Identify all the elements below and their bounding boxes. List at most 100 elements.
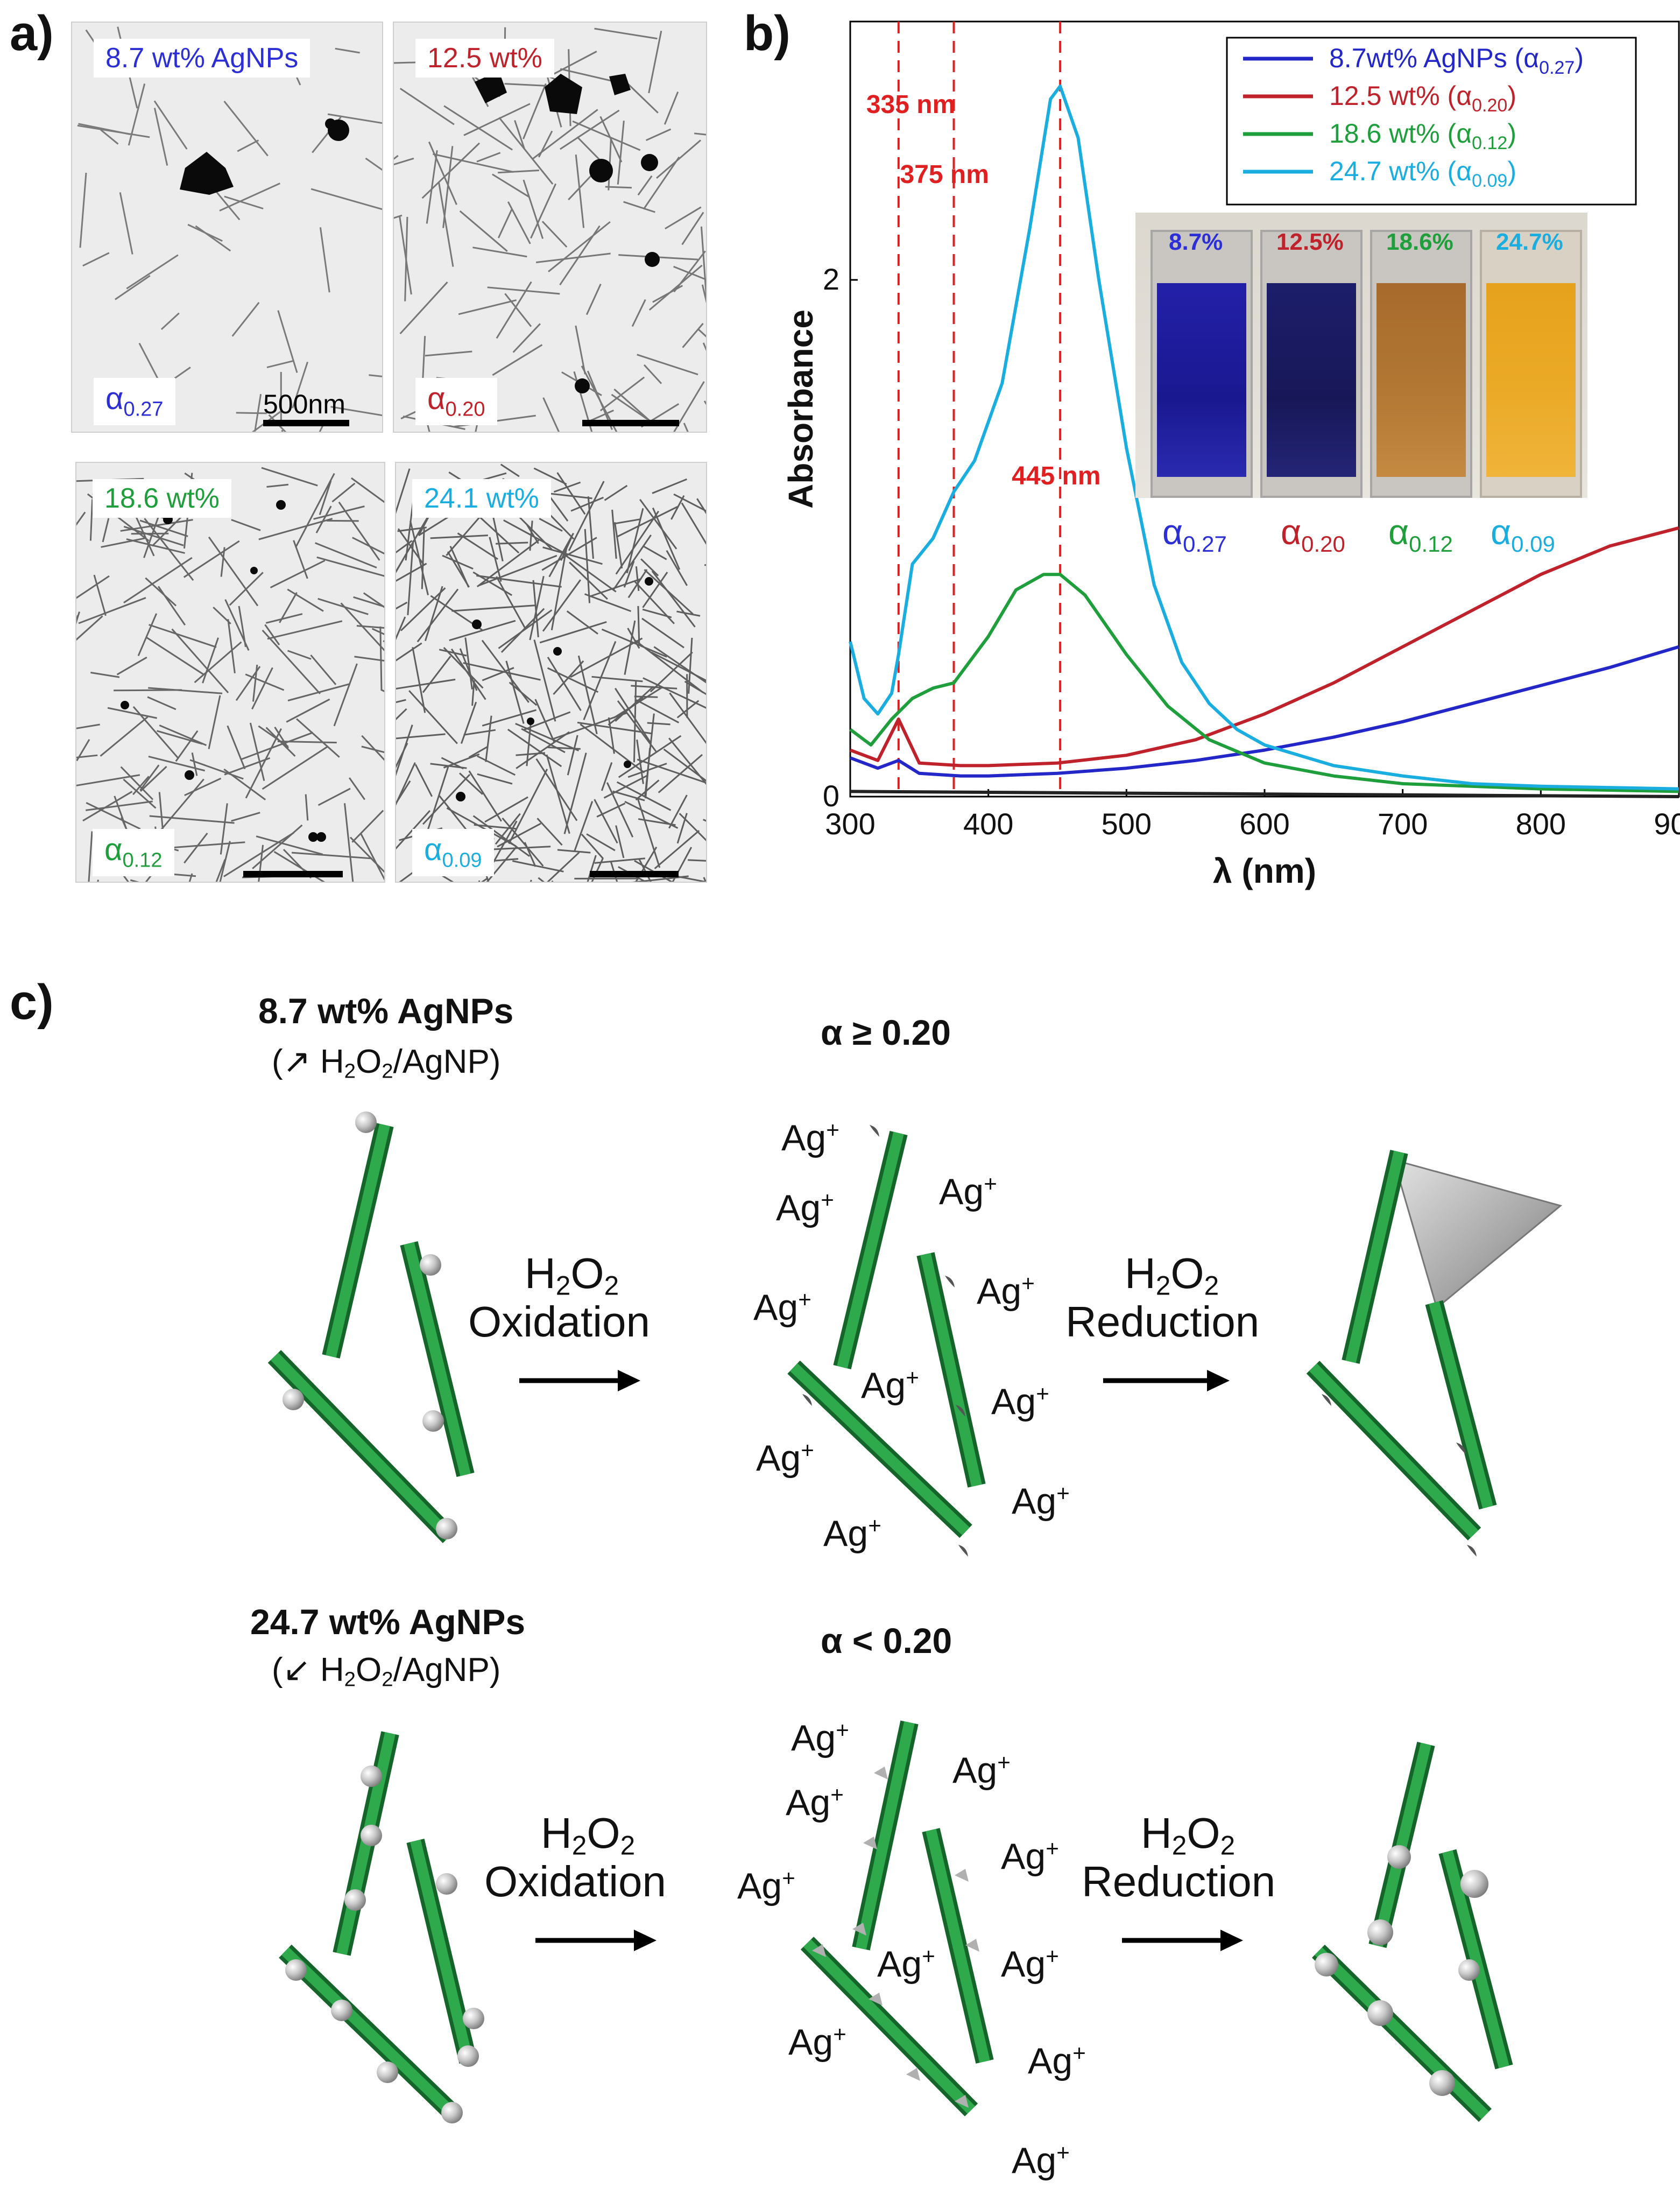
nanofiber: [356, 625, 384, 629]
nanofiber: [682, 322, 704, 348]
nanofiber: [153, 100, 188, 150]
silver-nanoparticle: [1315, 1953, 1338, 1976]
nanofiber: [476, 539, 540, 588]
nanofiber: [164, 841, 245, 849]
etched-particle: [870, 1125, 879, 1137]
nanofiber: [396, 616, 406, 641]
nanofiber: [701, 284, 706, 304]
nanofiber: [293, 540, 308, 579]
nanofiber: [550, 547, 568, 630]
reaction-arrows: [519, 1370, 1243, 1951]
nanofiber: [396, 810, 431, 850]
nanofiber: [126, 538, 185, 554]
nanofiber: [130, 879, 139, 882]
nanofiber: [612, 534, 652, 590]
top-sample-label: 8.7 wt% AgNPs: [258, 991, 514, 1031]
series-line-2: [849, 573, 1679, 793]
nanofiber: [123, 525, 184, 546]
nanofiber: [516, 752, 546, 756]
nanofiber: [681, 502, 706, 545]
nanofiber: [396, 762, 416, 806]
nanofiber: [563, 752, 587, 834]
ag-ion-label: Ag+: [861, 1364, 919, 1406]
ag-ion-label: Ag+: [791, 1717, 849, 1758]
nanofiber: [430, 763, 467, 769]
nanofiber: [231, 812, 260, 822]
ag-ion-label: Ag+: [1012, 2140, 1070, 2181]
nanofiber: [123, 778, 157, 809]
panel-a-letter: a): [10, 6, 54, 61]
nanofiber: [679, 813, 706, 841]
nanofiber: [633, 680, 637, 763]
nanofiber: [137, 613, 158, 657]
tem-micrograph-2: [394, 27, 706, 432]
ag-ion-label: Ag+: [1001, 1835, 1059, 1877]
nanofiber: [223, 101, 269, 157]
nanofiber: [643, 545, 667, 560]
nanofiber: [348, 777, 365, 800]
nanofiber: [449, 620, 516, 642]
x-tick-label: 500: [1102, 807, 1152, 841]
nanofiber: [132, 776, 150, 796]
nanofiber: [523, 179, 544, 239]
nanofiber: [547, 852, 580, 882]
nanofiber: [119, 192, 133, 255]
nanofiber: [148, 755, 205, 772]
nanofiber: [175, 730, 199, 762]
top-h2o2-reduction: H2O2: [1125, 1249, 1219, 1301]
nanofiber: [636, 739, 644, 784]
nanofiber: [183, 832, 208, 864]
nanofiber: [231, 519, 261, 531]
nanofiber: [442, 146, 454, 228]
vial-4-percent: 24.7%: [1496, 229, 1563, 255]
nanofiber: [468, 770, 502, 822]
nanofiber: [611, 509, 617, 559]
x-tick-label: 800: [1516, 807, 1566, 841]
nanofiber: [287, 588, 324, 612]
nanofiber: [446, 807, 517, 847]
tem-alpha-3: α0.12: [93, 829, 174, 876]
nanofiber: [504, 293, 532, 327]
nanofiber: [394, 157, 414, 166]
nanofiber: [396, 559, 404, 573]
nanofiber: [86, 800, 153, 811]
ag-ion-label: Ag+: [991, 1381, 1049, 1422]
nanofiber: [500, 463, 520, 477]
nanofiber: [238, 606, 246, 648]
ag-ion-label: Ag+: [877, 1943, 935, 1985]
nanofiber: [148, 687, 223, 694]
nanofiber: [157, 778, 204, 835]
nanofiber: [596, 803, 626, 818]
nanofiber: [672, 847, 693, 882]
nanofiber: [589, 578, 642, 597]
nanofiber: [498, 117, 554, 185]
bottom-ratio-label: (↙ H2O2/AgNP): [272, 1651, 501, 1691]
nanofiber: [305, 794, 309, 821]
nanofiber: [145, 577, 177, 607]
nanofiber: [615, 510, 660, 575]
nanofiber: [317, 787, 351, 806]
nanofiber: [265, 613, 303, 624]
nanofiber: [128, 83, 146, 146]
nanofiber: [652, 478, 687, 494]
nanofiber: [587, 496, 594, 559]
nanofiber: [423, 766, 449, 842]
nanofiber: [396, 733, 446, 740]
nanofiber: [351, 810, 384, 843]
nanofiber: [396, 724, 413, 777]
nanofiber: [310, 188, 382, 210]
nanofiber: [652, 507, 681, 570]
nanofiber: [333, 663, 358, 727]
nanofiber: [139, 519, 188, 537]
nanofiber: [541, 221, 568, 248]
particle-fragment: [812, 1944, 826, 1957]
nanofiber: [640, 558, 659, 576]
nanofiber: [523, 83, 547, 139]
silver-nanoparticle: [285, 1959, 307, 1981]
vial-3-alpha: α0.12: [1388, 512, 1453, 557]
nanofiber: [245, 728, 282, 799]
nanofiber: [397, 528, 425, 566]
nanofiber: [615, 687, 652, 744]
nanofiber: [631, 685, 677, 690]
panel-c-letter: c): [10, 975, 54, 1030]
